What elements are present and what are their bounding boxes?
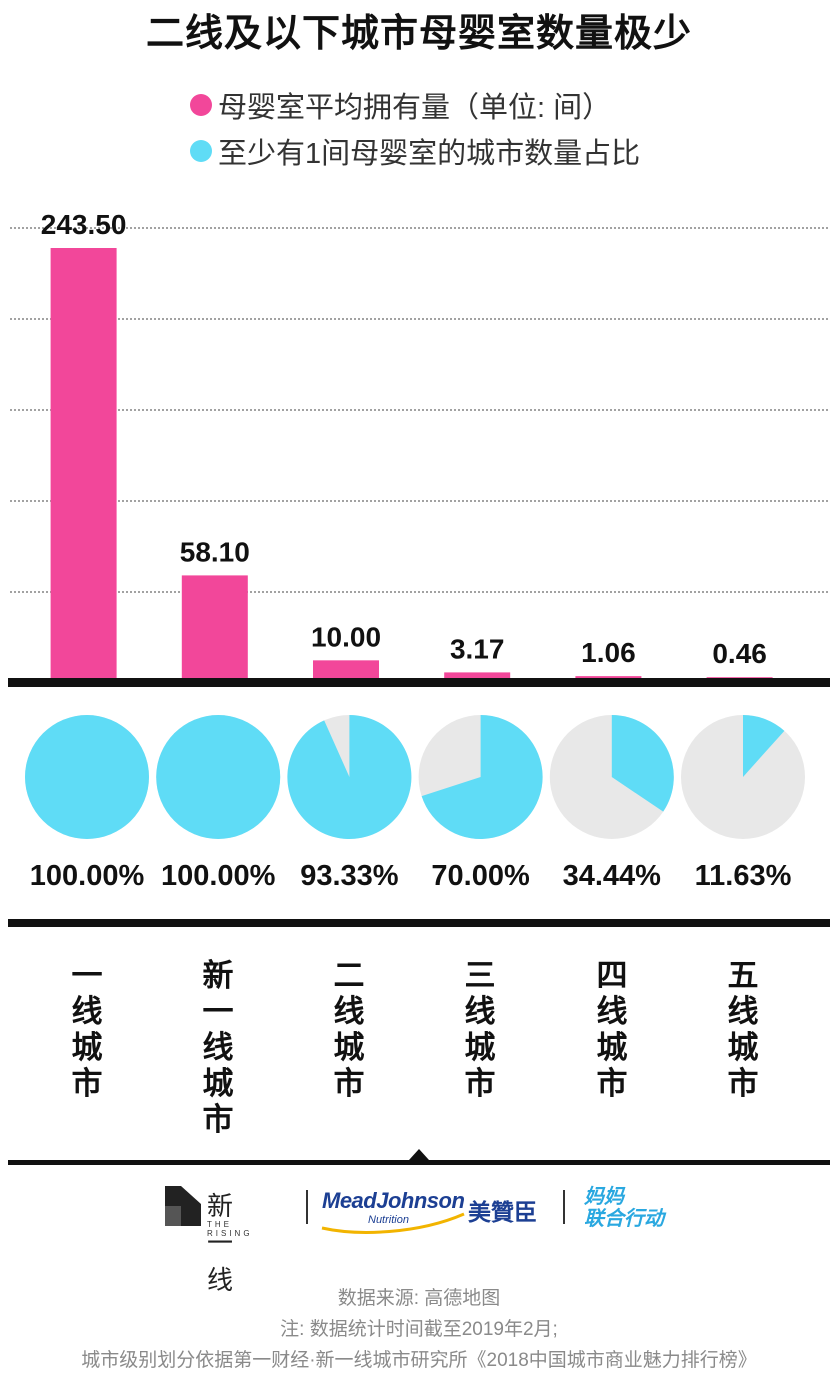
bar	[444, 672, 511, 678]
category-label: 五线城市	[727, 958, 759, 1101]
logo-divider	[563, 1190, 565, 1224]
legend-swatch-blue	[190, 140, 212, 162]
pie-percent-label: 11.63%	[695, 860, 792, 892]
category-label: 一线城市	[71, 958, 103, 1101]
pie-slice	[25, 715, 149, 839]
pie-percent-label: 34.44%	[563, 860, 662, 892]
category-label: 三线城市	[464, 958, 496, 1101]
bar	[181, 575, 248, 678]
bar	[706, 677, 773, 678]
pie-slice	[421, 715, 543, 839]
pie-slice	[743, 715, 785, 777]
pie-percent-label: 70.00%	[431, 860, 530, 892]
legend-label-bar: 母婴室平均拥有量（单位: 间）	[218, 92, 612, 124]
bar-value-label: 3.17	[450, 633, 505, 664]
pie-slice	[611, 715, 674, 812]
category-label: 二线城市	[333, 958, 365, 1101]
category-label: 新一线城市	[202, 958, 234, 1137]
source-note: 数据来源: 高德地图	[337, 1288, 501, 1309]
meadjohnson-cn-text: 美贊臣	[468, 1199, 537, 1225]
source-note: 城市级别划分依据第一财经·新一线城市研究所《2018中国城市商业魅力排行榜》	[81, 1350, 757, 1371]
mama-logo-line1: 妈妈	[584, 1186, 624, 1208]
logo-divider	[306, 1190, 308, 1224]
bar	[313, 660, 379, 678]
mama-logo-line2: 联合行动	[584, 1208, 664, 1230]
bar-baseline	[8, 678, 830, 687]
chart-canvas: 243.50 58.10 10.00 3.17 1.06 0.46 100.00% 100.0…	[8, 209, 830, 1165]
sponsor-logos: 新一线 THE RISING MeadJohnson Nutrition 美贊臣…	[0, 1176, 838, 1295]
meadjohnson-swoosh-icon	[321, 1212, 465, 1234]
chart-title: 二线及以下城市母婴室数量极少	[145, 13, 692, 55]
meadjohnson-logo-text: MeadJohnson	[322, 1188, 465, 1213]
bar	[50, 248, 117, 678]
pie-percent-label: 93.33%	[300, 860, 399, 892]
xinyixian-logo-text: 新一线	[207, 1191, 234, 1295]
bar-value-label: 58.10	[180, 536, 250, 567]
pie-divider	[8, 919, 830, 927]
legend-item-pie: 至少有1间母婴室的城市数量占比	[190, 128, 640, 174]
bar-value-label: 243.50	[41, 209, 127, 240]
source-note: 注: 数据统计时间截至2019年2月;	[280, 1319, 558, 1340]
xinyixian-logo-subtext: THE RISING	[207, 1220, 253, 1238]
legend-swatch-pink	[190, 94, 212, 116]
xinyixian-mark-icon	[165, 1186, 201, 1226]
divider-pointer	[409, 1149, 429, 1160]
pie-percent-label: 100.00%	[30, 860, 145, 892]
bar	[575, 676, 642, 678]
footer-divider	[8, 1160, 830, 1165]
pie-percent-label: 100.00%	[161, 860, 276, 892]
meadjohnson-logo-subtext: Nutrition	[368, 1214, 409, 1226]
mama-action-logo: 妈妈 联合行动	[584, 1186, 664, 1230]
legend: 母婴室平均拥有量（单位: 间） 至少有1间母婴室的城市数量占比	[190, 82, 640, 174]
pie-slice	[156, 715, 281, 839]
bar-value-label: 10.00	[311, 621, 381, 652]
legend-label-pie: 至少有1间母婴室的城市数量占比	[218, 138, 641, 170]
bar-value-label: 0.46	[712, 638, 767, 669]
category-label: 四线城市	[596, 958, 628, 1101]
source-notes: 数据来源: 高德地图 注: 数据统计时间截至2019年2月; 城市级别划分依据第…	[0, 1283, 838, 1376]
bar-value-label: 1.06	[581, 637, 636, 668]
pie-slice	[287, 715, 412, 839]
legend-item-bar: 母婴室平均拥有量（单位: 间）	[190, 82, 640, 128]
